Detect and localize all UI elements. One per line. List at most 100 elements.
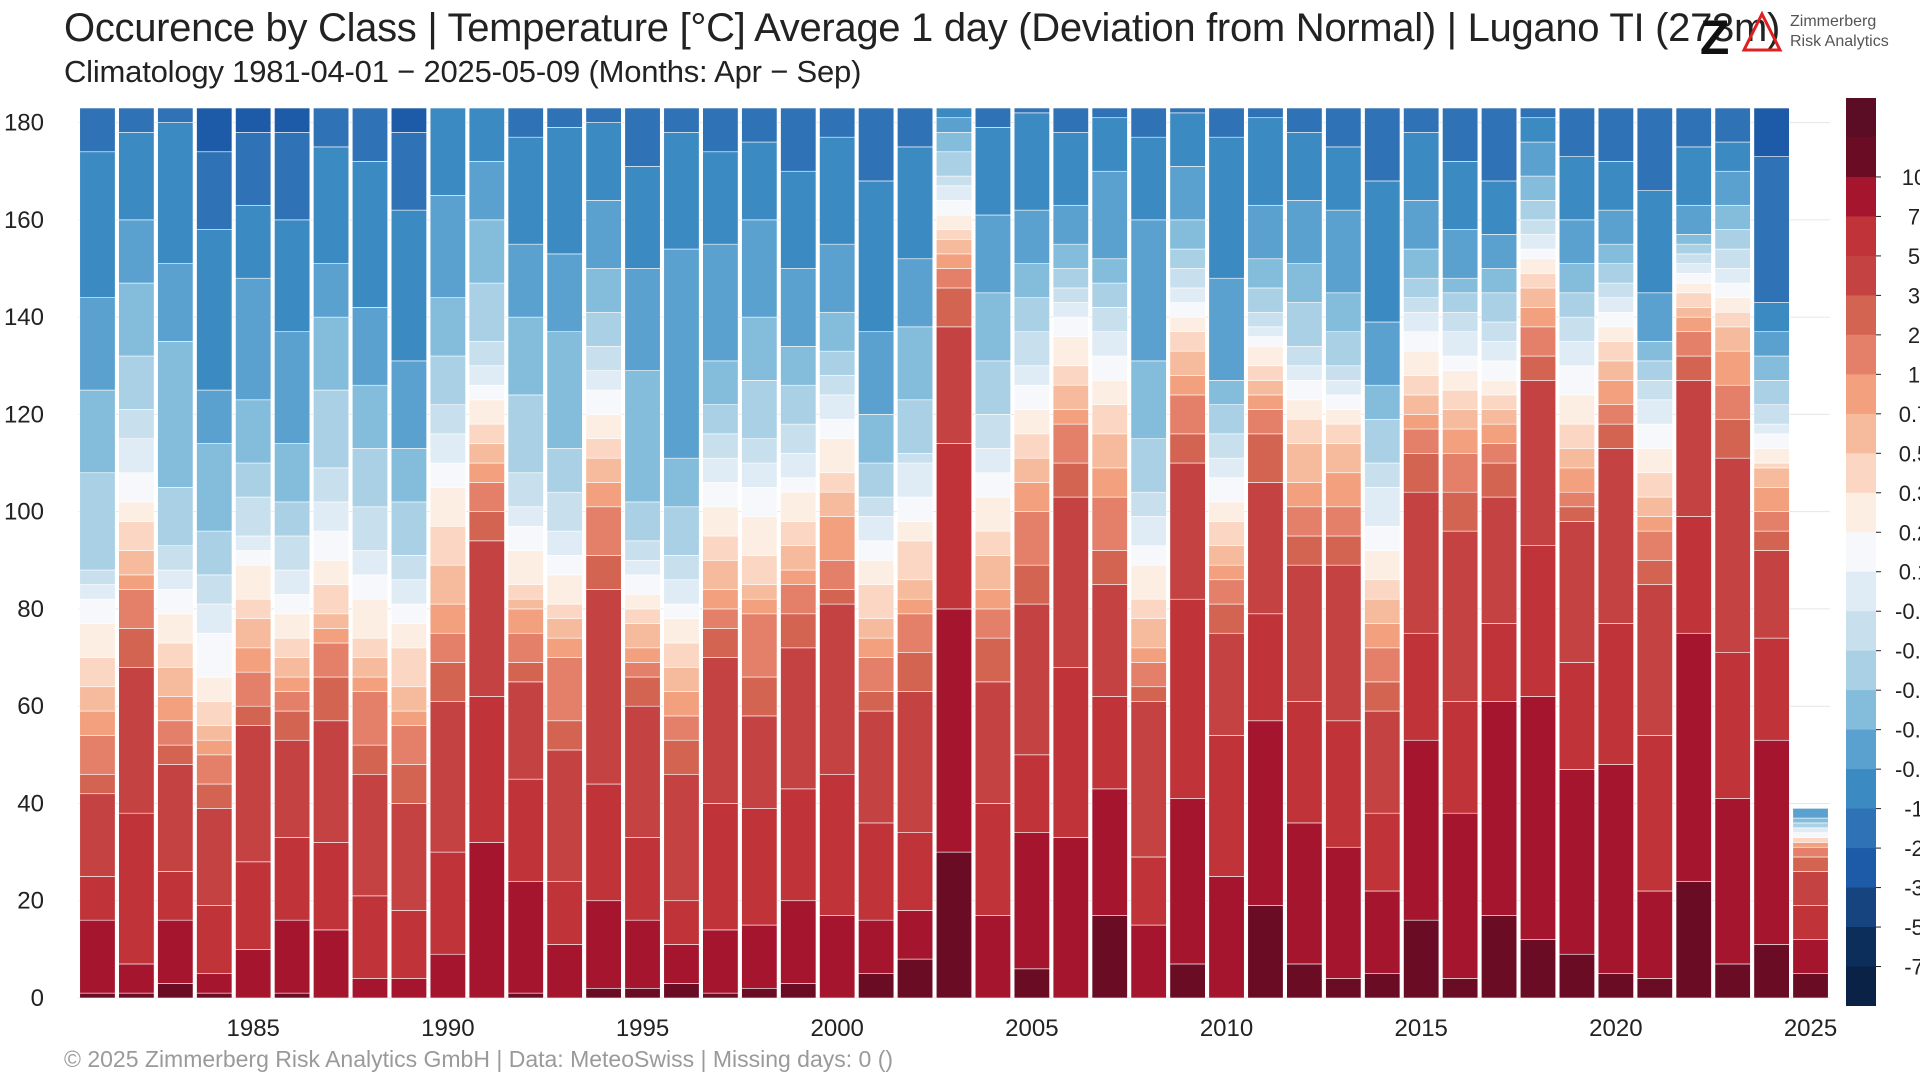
bar-segment-2003-class-0.7 [935,253,973,269]
bar-segment-2006-class-0.5 [1052,384,1089,410]
bar-segment-1981-class--0.5 [79,389,116,474]
bar-segment-2011-class--1 [1247,117,1284,206]
bar-segment-2001-class-0.1 [858,540,895,561]
bar-segment-2009-class--1 [1169,112,1206,167]
bar-segment-1982-class-0.7 [118,574,155,590]
bar-segment-2021-class-0.7 [1636,516,1673,532]
bar-segment-1995-class-1 [624,662,661,678]
bar-segment-2014-class-0.3 [1364,579,1401,600]
bar-segment-2017-class--0.3 [1481,292,1518,323]
bar-segment-2023-class--0.3 [1714,229,1751,250]
x-tick-label: 2000 [811,1015,864,1042]
bar-segment-1998-class--2 [741,107,778,143]
bar-segment-1996-class--0.3 [663,506,700,556]
bar-segment-2014-class--0.2 [1364,462,1401,488]
bar-segment-2009-class--2 [1169,107,1206,114]
bar-segment-2009-class-10 [1169,963,1206,999]
bar-segment-2007-class-2 [1091,550,1128,585]
bar-segment-1983-class-0.1 [157,589,194,615]
bar-segment-2024-class--0.5 [1753,355,1790,381]
colorbar-label: 1 [1908,362,1920,387]
bar-segment-2005-class-0.5 [1013,457,1050,483]
bar-segment-2017-class--0.7 [1481,234,1518,269]
bar-segment-2019-class--0.5 [1558,263,1595,294]
bar-segment-1997-class-3 [702,657,739,804]
bar-segment-2017-class-5 [1481,623,1518,702]
bar-segment-2016-class-0.5 [1442,409,1479,430]
bar-segment-2018-class-7 [1519,696,1557,940]
bar-segment-2020-class-0.1 [1597,311,1634,328]
colorbar-block-above [1846,98,1876,138]
bar-segment-2010-class--0.3 [1208,404,1245,435]
bar-segment-2011-class-3 [1247,482,1284,615]
colorbar-label: 2 [1908,323,1920,348]
bar-segment-2009-class-0.1 [1169,302,1206,318]
bar-segment-2025-class-0.1 [1792,832,1829,838]
bar-segment-2014-class-5 [1364,812,1401,892]
bar-segment-1985-class-0.3 [235,598,272,619]
y-tick-label: 160 [4,207,44,234]
bar-segment-2019-class-0.3 [1558,423,1595,449]
bar-segment-2004-class--2 [974,107,1011,128]
bar-segment-1985-class--0.7 [235,277,272,401]
bar-segment-1993-class-3 [546,749,583,882]
bar-segment-2004-class--0.5 [974,292,1011,362]
bar-segment-2004-class-0.3 [974,530,1011,556]
y-tick-label: 40 [17,790,44,817]
bar-segment-2004-class-0.2 [974,496,1011,532]
bar-segment-2023-class--0.5 [1714,204,1751,230]
bar-segment-1992-class--0.2 [507,472,544,508]
bar-segment-2021-class-10 [1636,978,1673,999]
bar-segment-2018-class-2 [1519,355,1557,381]
bar-segment-2023-class-0.7 [1714,350,1751,386]
bar-segment-1994-class-5 [585,783,622,902]
bar-segment-1994-class--0.3 [585,311,622,347]
bar-segment-1993-class-0.1 [546,555,583,576]
bar-segment-2000-class-7 [819,915,856,999]
bar-segment-1984-class--0.7 [196,389,233,444]
bar-segment-2009-class--0.1 [1169,287,1206,303]
bar-segment-2018-class--1 [1519,117,1557,143]
bar-segment-1994-class--0.2 [585,346,622,371]
bar-segment-2019-class-5 [1558,662,1595,770]
bar-segment-1988-class-2 [351,744,389,775]
bar-segment-1986-class-0.7 [274,676,311,692]
bar-segment-2011-class-7 [1247,720,1284,906]
bar-segment-2008-class-0.7 [1130,647,1167,663]
bar-segment-2010-class--2 [1208,107,1245,138]
x-tick-label: 2005 [1005,1015,1058,1042]
y-tick-label: 180 [4,110,44,137]
bar-segment-1994-class-3 [585,589,622,785]
bar-segment-2010-class-5 [1208,735,1245,877]
bar-segment-2007-class--0.5 [1091,258,1128,284]
bar-segment-2015-class--0.1 [1403,311,1440,333]
bar-segment-2017-class--1 [1481,180,1518,235]
bar-segment-1985-class--0.1 [235,535,272,551]
bar-segment-2003-class-1 [935,268,973,289]
bar-segment-2017-class--0.2 [1481,321,1518,342]
bar-segment-2008-class--2 [1130,107,1167,138]
bar-segment-1982-class-0.1 [118,472,155,503]
colorbar-block--7 [1846,927,1876,968]
bar-segment-1984-class-5 [196,905,233,974]
bar-segment-1981-class-5 [79,876,116,921]
bar-segment-2018-class-0.3 [1519,273,1557,289]
bar-segment-1987-class-0.7 [313,628,350,644]
bar-segment-1982-class--0.7 [118,219,155,284]
bar-segment-1983-class--0.3 [157,487,194,547]
bar-segment-1988-class-3 [351,773,389,897]
bar-segment-2004-class-0.7 [974,589,1011,610]
bar-segment-1992-class--2 [507,107,544,138]
bar-segment-1996-class-2 [663,739,700,775]
bar-segment-2001-class-3 [858,710,895,824]
bar-segment-1998-class--0.3 [741,380,778,440]
bar-segment-2015-class-0.2 [1403,350,1440,376]
bar-segment-1981-class-2 [79,773,116,795]
bar-segment-2023-class--0.1 [1714,268,1751,284]
bar-segment-2024-class-2 [1753,530,1790,551]
bar-segment-1999-class-3 [780,647,817,790]
bar-segment-1994-class--0.5 [585,268,622,313]
colorbar-block-0.5 [1846,413,1876,454]
bar-segment-1996-class--0.2 [663,555,700,581]
bar-segment-2016-class--2 [1442,107,1479,162]
